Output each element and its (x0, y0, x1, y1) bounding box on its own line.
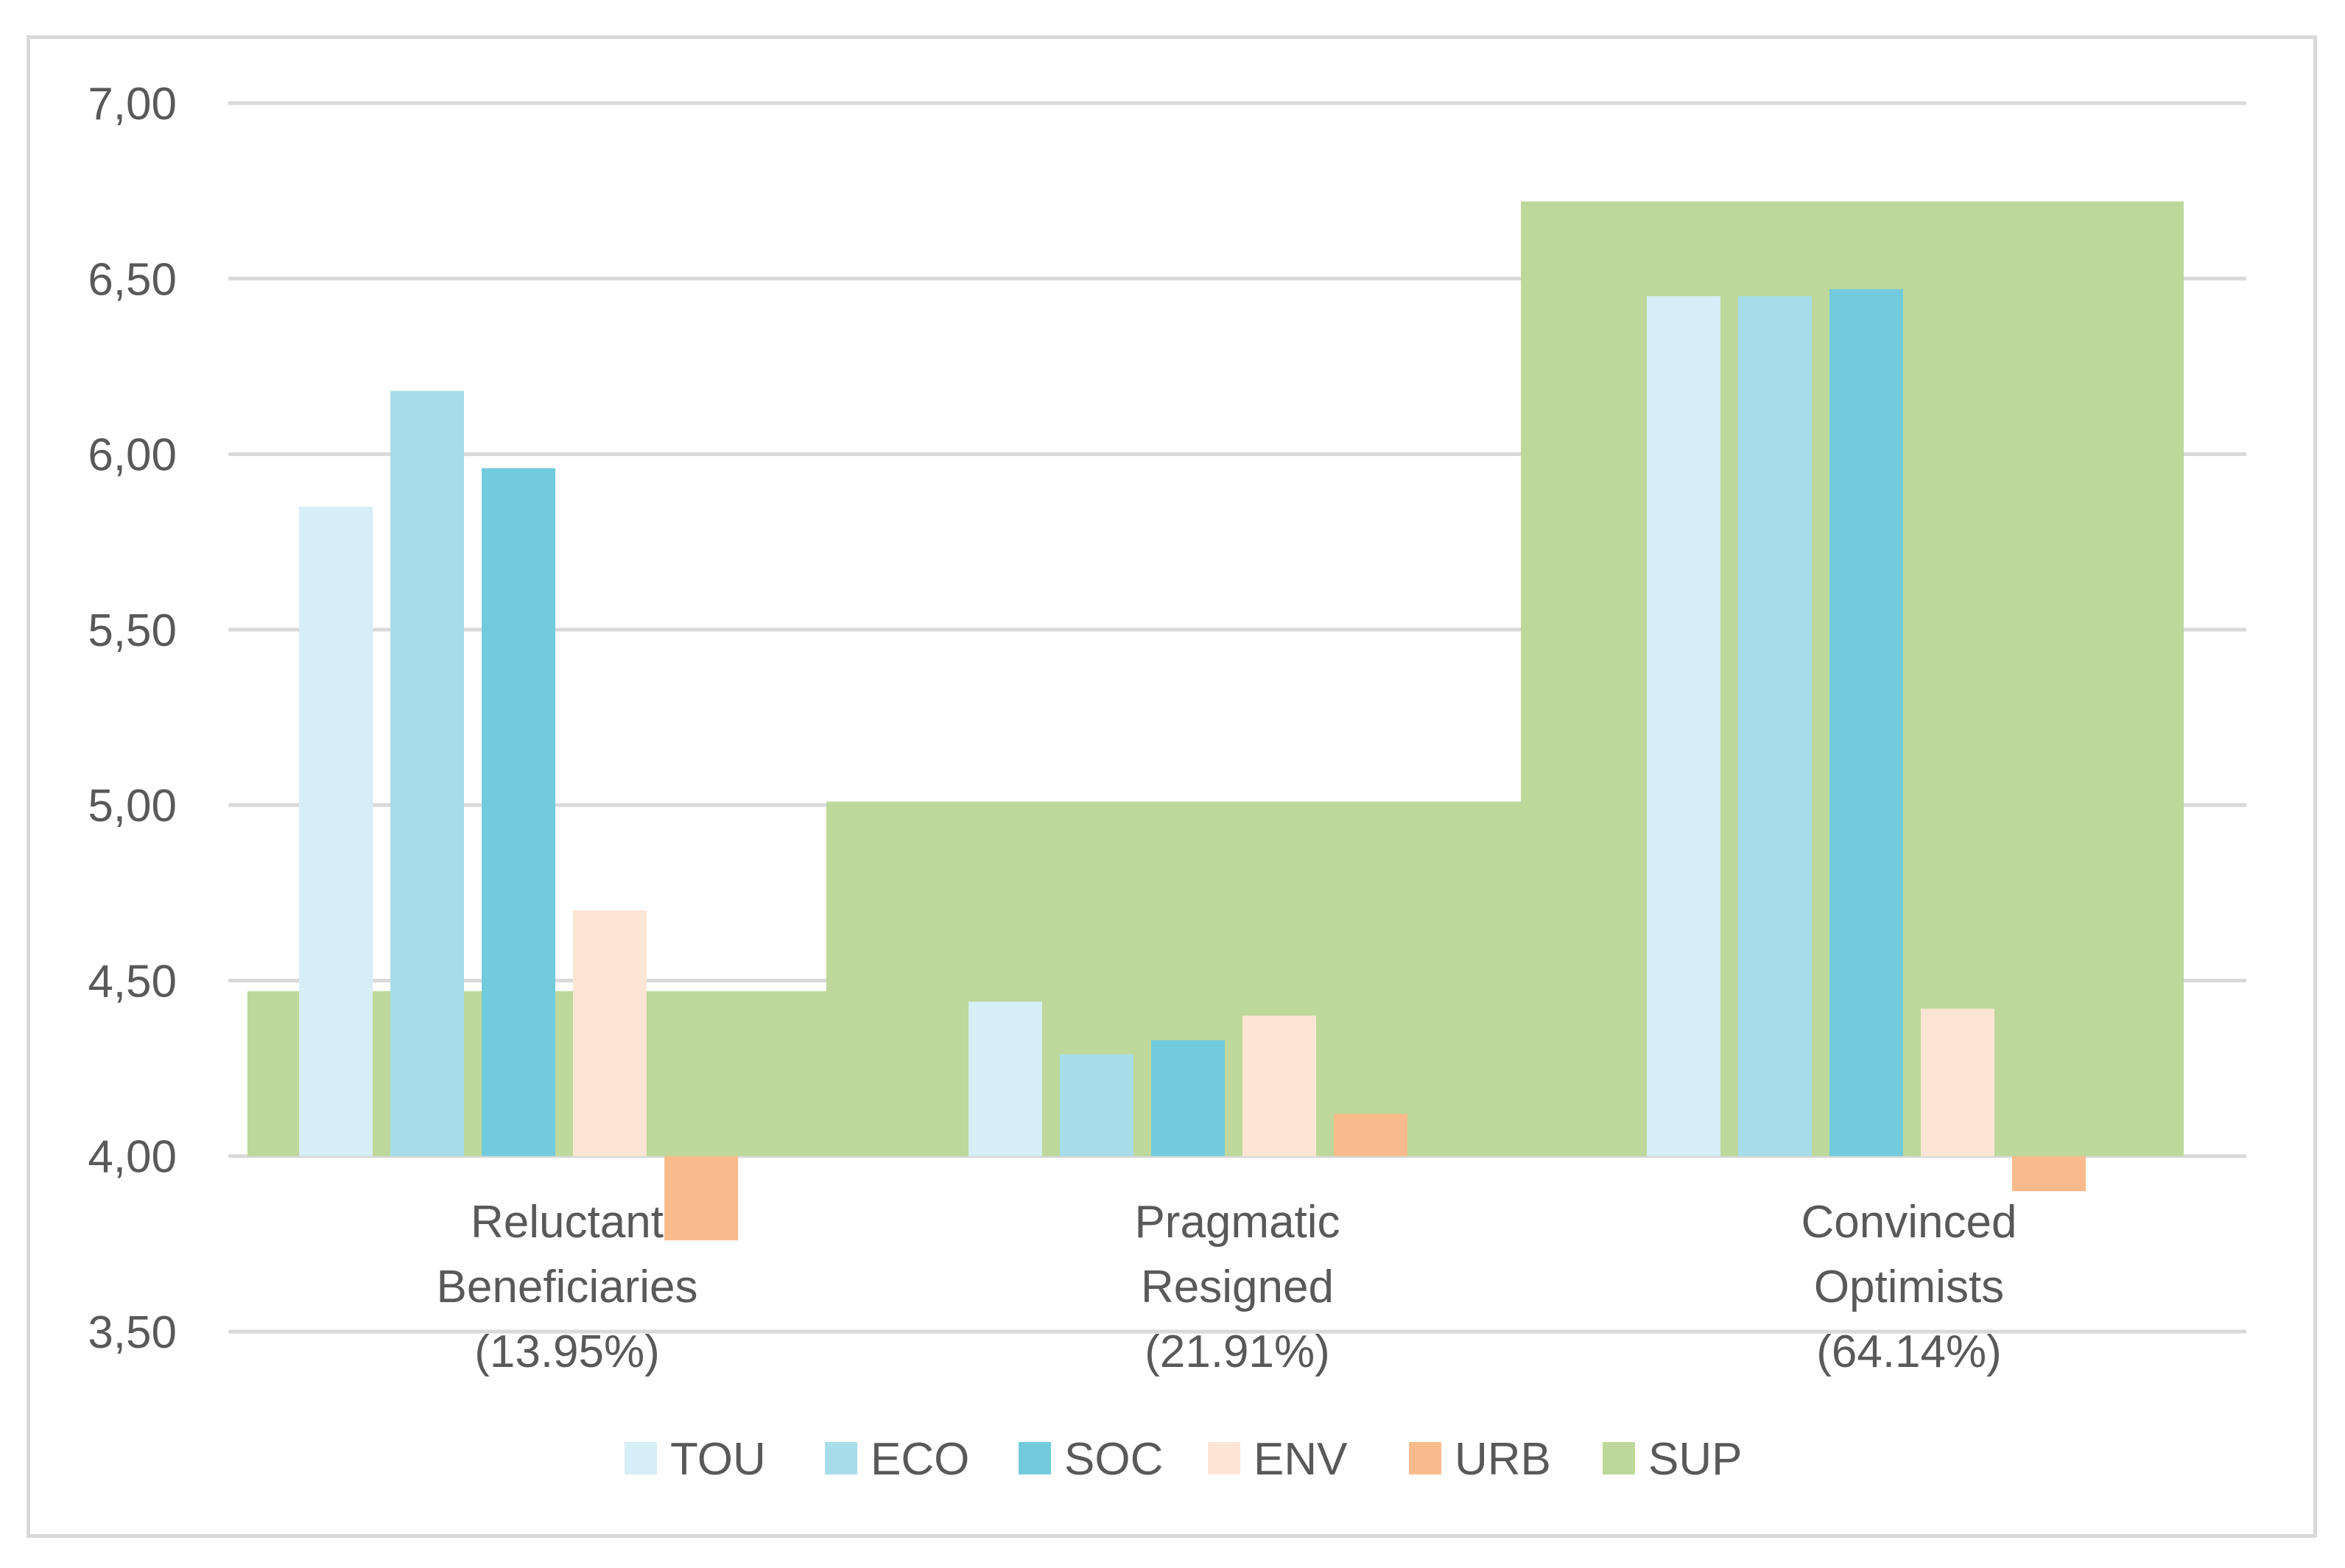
bar-urb (664, 1156, 738, 1241)
bar-tou (1647, 296, 1720, 1156)
bar-soc (482, 468, 555, 1156)
category-label: Convinced (1801, 1197, 2017, 1248)
bar-tou (299, 507, 373, 1156)
bar-eco (1060, 1054, 1133, 1156)
category-label: (64.14%) (1816, 1326, 2002, 1377)
y-tick-label: 6,50 (88, 254, 177, 305)
bar-soc (1829, 289, 1903, 1156)
bar-soc (1151, 1040, 1225, 1156)
category-label: (13.95%) (474, 1326, 660, 1377)
y-tick-label: 6,00 (88, 430, 177, 481)
category-label: (21.91%) (1145, 1326, 1330, 1377)
legend-swatch-env (1208, 1442, 1240, 1474)
legend-swatch-urb (1409, 1442, 1441, 1474)
bar-env (573, 910, 647, 1156)
category-label: Pragmatic (1134, 1197, 1340, 1248)
y-axis-tick-labels: 3,50 4,00 4,50 5,00 5,50 6,00 6,50 7,00 (88, 79, 177, 1358)
legend-label-tou: TOU (670, 1434, 766, 1485)
legend-swatch-soc (1019, 1442, 1051, 1474)
y-tick-label: 5,50 (88, 605, 177, 656)
y-tick-label: 5,00 (88, 781, 177, 832)
bar-env (1242, 1016, 1316, 1156)
category-label: Resigned (1141, 1262, 1334, 1312)
legend-label-eco: ECO (871, 1434, 969, 1485)
legend-swatch-sup (1603, 1442, 1635, 1474)
bar-env (1921, 1008, 1994, 1156)
legend-label-env: ENV (1254, 1434, 1348, 1485)
legend-label-urb: URB (1455, 1434, 1551, 1485)
bar-eco (1738, 296, 1812, 1156)
bar-urb (1334, 1114, 1407, 1156)
bar-urb (2012, 1156, 2086, 1192)
legend-label-sup: SUP (1648, 1434, 1742, 1485)
bar-tou (968, 1002, 1042, 1156)
legend-label-soc: SOC (1064, 1434, 1163, 1485)
bar-series (299, 289, 2086, 1241)
legend-swatch-tou (625, 1442, 657, 1474)
category-labels: Reluctant Beneficiaries (13.95%) Pragmatic R… (437, 1197, 2017, 1377)
bar-eco (390, 390, 464, 1156)
category-label: Reluctant (471, 1197, 664, 1248)
y-tick-label: 4,00 (88, 1132, 177, 1183)
y-tick-label: 3,50 (88, 1307, 177, 1358)
legend-swatch-eco (825, 1442, 857, 1474)
y-tick-label: 4,50 (88, 956, 177, 1007)
legend: TOU ECO SOC ENV URB SUP (625, 1434, 1742, 1485)
category-label: Optimists (1814, 1262, 2004, 1312)
category-label: Beneficiaries (437, 1262, 698, 1312)
y-tick-label: 7,00 (88, 79, 177, 130)
